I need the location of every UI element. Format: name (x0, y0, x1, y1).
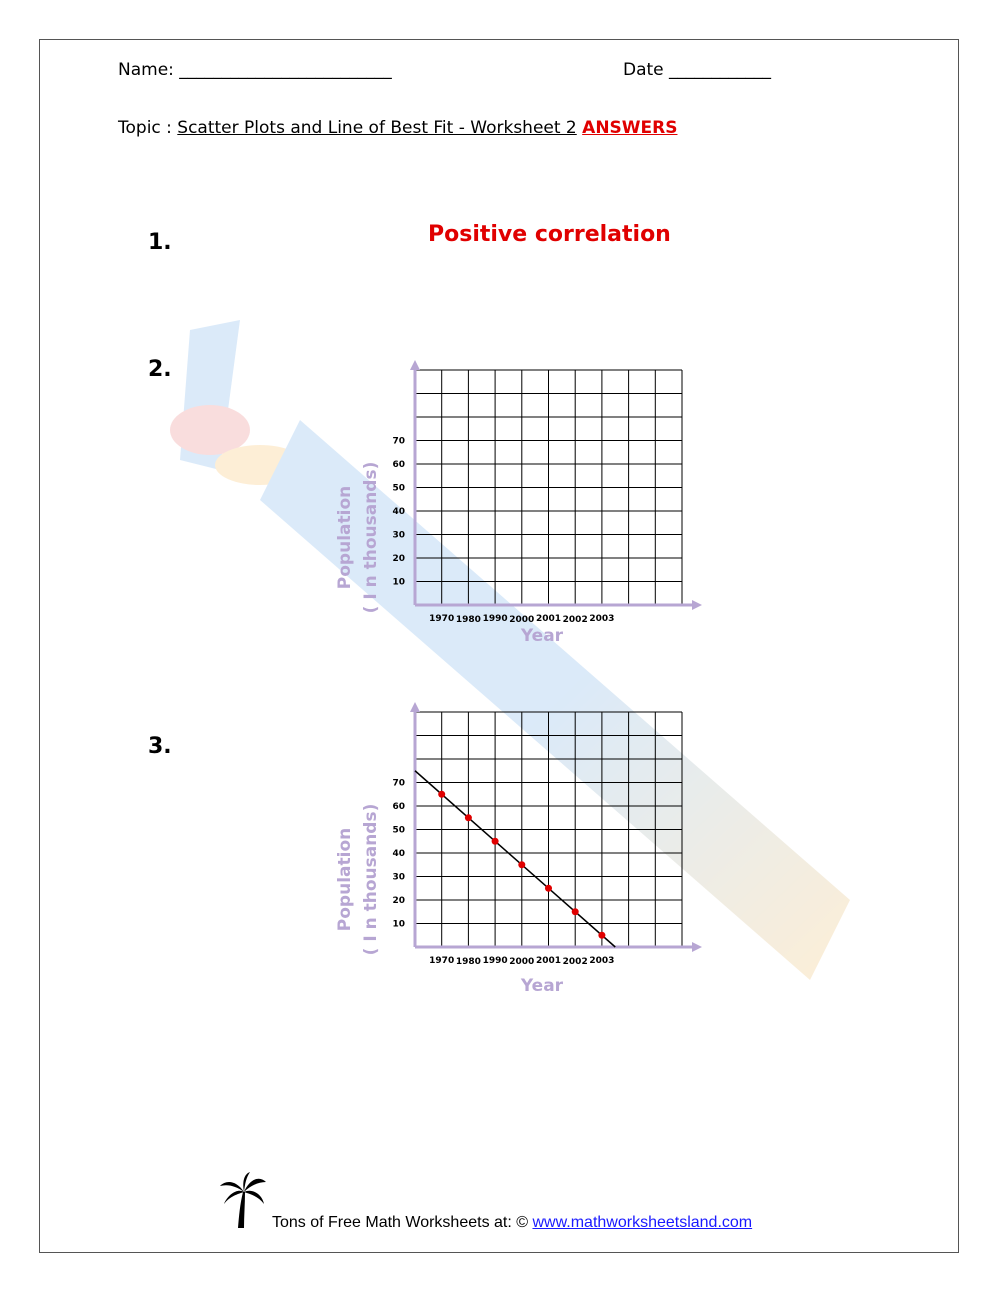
y-tick-label: 60 (392, 802, 405, 812)
x-tick-label: 2000 (509, 615, 534, 625)
y-tick-label: 40 (392, 507, 405, 517)
date-field: Date ____________ (623, 60, 772, 80)
y-axis-subtitle: ( I n thousands) (361, 462, 381, 614)
y-axis-title: Population (335, 828, 355, 931)
x-tick-label: 2003 (589, 614, 614, 624)
name-field: Name: _________________________ (118, 60, 392, 80)
question-number-3: 3. (148, 734, 172, 759)
topic-title: Scatter Plots and Line of Best Fit - Wor… (177, 118, 577, 138)
topic-line: Topic : Scatter Plots and Line of Best F… (118, 118, 678, 138)
data-point (464, 814, 472, 822)
x-axis-arrow (692, 942, 702, 952)
x-tick-label: 1980 (456, 615, 481, 625)
chart-question-2: 10 20 30 40 50 60 70 1970 1980 1990 2000 2001 2002 20… (335, 360, 702, 646)
x-axis-title: Year (520, 626, 564, 646)
y-tick-label: 50 (392, 826, 405, 836)
y-axis-arrow (410, 702, 420, 712)
y-tick-label: 40 (392, 849, 405, 859)
question-1-answer: Positive correlation (428, 222, 671, 247)
x-tick-label: 2001 (536, 956, 561, 966)
x-tick-label: 2000 (509, 957, 534, 967)
y-tick-label: 70 (392, 437, 405, 447)
y-tick-label: 70 (392, 779, 405, 789)
question-number-1: 1. (148, 230, 172, 255)
x-axis-arrow (692, 600, 702, 610)
y-tick-label: 30 (392, 873, 405, 883)
chart-question-3: 10 20 30 40 50 60 70 1970 1980 1990 2000 2001 2002 20… (335, 702, 702, 996)
x-tick-label: 1990 (483, 956, 508, 966)
y-tick-label: 60 (392, 460, 405, 470)
y-tick-label: 50 (392, 484, 405, 494)
x-tick-label: 1970 (429, 614, 454, 624)
palm-tree-icon (220, 1172, 266, 1228)
data-point (518, 861, 526, 869)
x-tick-label: 2002 (563, 615, 588, 625)
y-axis-subtitle: ( I n thousands) (361, 804, 381, 956)
line-of-best-fit (414, 770, 616, 948)
x-tick-label: 2001 (536, 614, 561, 624)
x-tick-label: 2002 (563, 957, 588, 967)
y-tick-label: 10 (392, 920, 405, 930)
data-point (571, 908, 579, 916)
y-axis-title: Population (335, 486, 355, 589)
data-point (438, 790, 446, 798)
x-axis-title: Year (520, 976, 564, 996)
y-tick-label: 30 (392, 531, 405, 541)
data-point (545, 884, 552, 892)
y-tick-label: 20 (392, 554, 405, 564)
page-border (39, 39, 959, 1253)
question-number-2: 2. (148, 357, 172, 382)
data-point (598, 931, 606, 939)
x-tick-label: 1980 (456, 957, 481, 967)
y-tick-label: 10 (392, 578, 405, 588)
answers-label: ANSWERS (582, 118, 678, 138)
data-point (491, 837, 499, 845)
x-tick-label: 1990 (483, 614, 508, 624)
y-axis-arrow (410, 360, 420, 370)
y-tick-label: 20 (392, 896, 405, 906)
footer: Tons of Free Math Worksheets at: © www.m… (272, 1214, 753, 1231)
x-tick-label: 2003 (589, 956, 614, 966)
footer-link[interactable]: www.mathworksheetsland.com (532, 1214, 753, 1231)
x-tick-label: 1970 (429, 956, 454, 966)
